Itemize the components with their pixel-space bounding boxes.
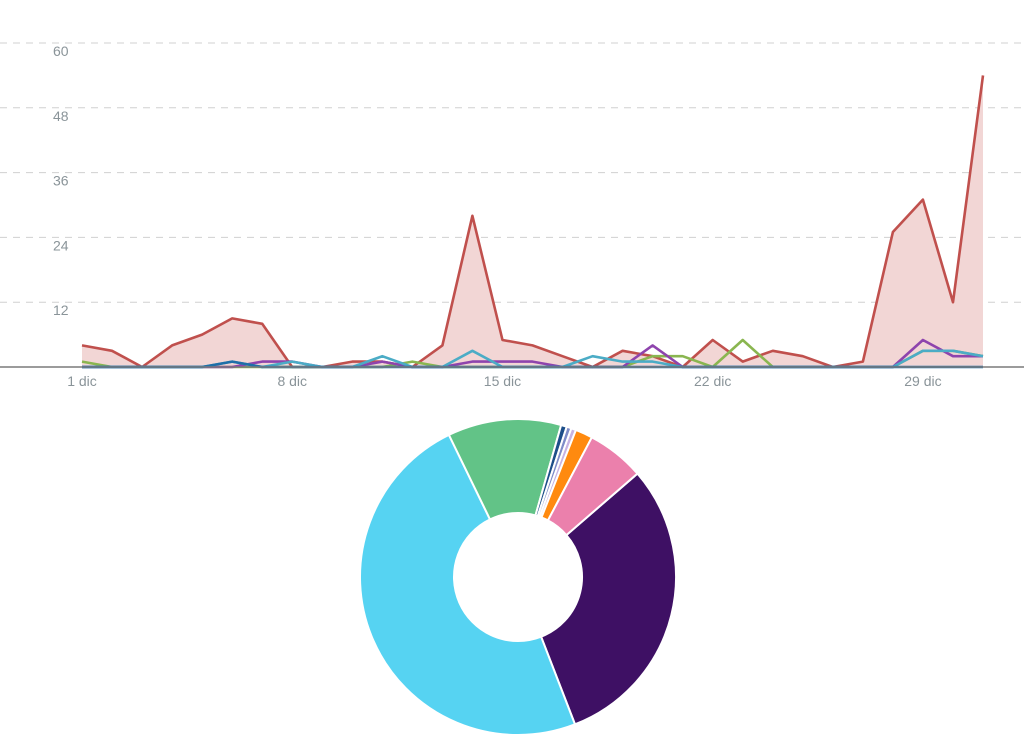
x-tick-label: 29 dic <box>904 373 941 389</box>
x-tick-label: 22 dic <box>694 373 731 389</box>
x-tick-label: 1 dic <box>67 373 97 389</box>
series-area-1 <box>82 75 983 368</box>
x-tick-label: 8 dic <box>277 373 307 389</box>
y-tick-label: 36 <box>53 173 69 189</box>
donut-slice-1 <box>539 472 677 726</box>
y-tick-label: 24 <box>53 237 69 253</box>
y-axis-ticks: 12 24 36 48 60 <box>53 43 69 318</box>
y-tick-label: 60 <box>53 43 69 59</box>
donut-slices <box>359 418 677 736</box>
y-tick-label: 48 <box>53 108 69 124</box>
donut-slice-2 <box>359 433 577 736</box>
x-axis-ticks: 1 dic 8 dic 15 dic 22 dic 29 dic <box>67 373 941 389</box>
donut-slice-8 <box>546 435 639 537</box>
series-areas <box>82 75 983 368</box>
grid-lines <box>0 42 1024 303</box>
line-chart: 12 24 36 48 60 1 dic 8 dic 15 dic 22 dic 29 dic <box>0 42 1024 389</box>
x-tick-label: 15 dic <box>484 373 521 389</box>
y-tick-label: 12 <box>53 302 69 318</box>
